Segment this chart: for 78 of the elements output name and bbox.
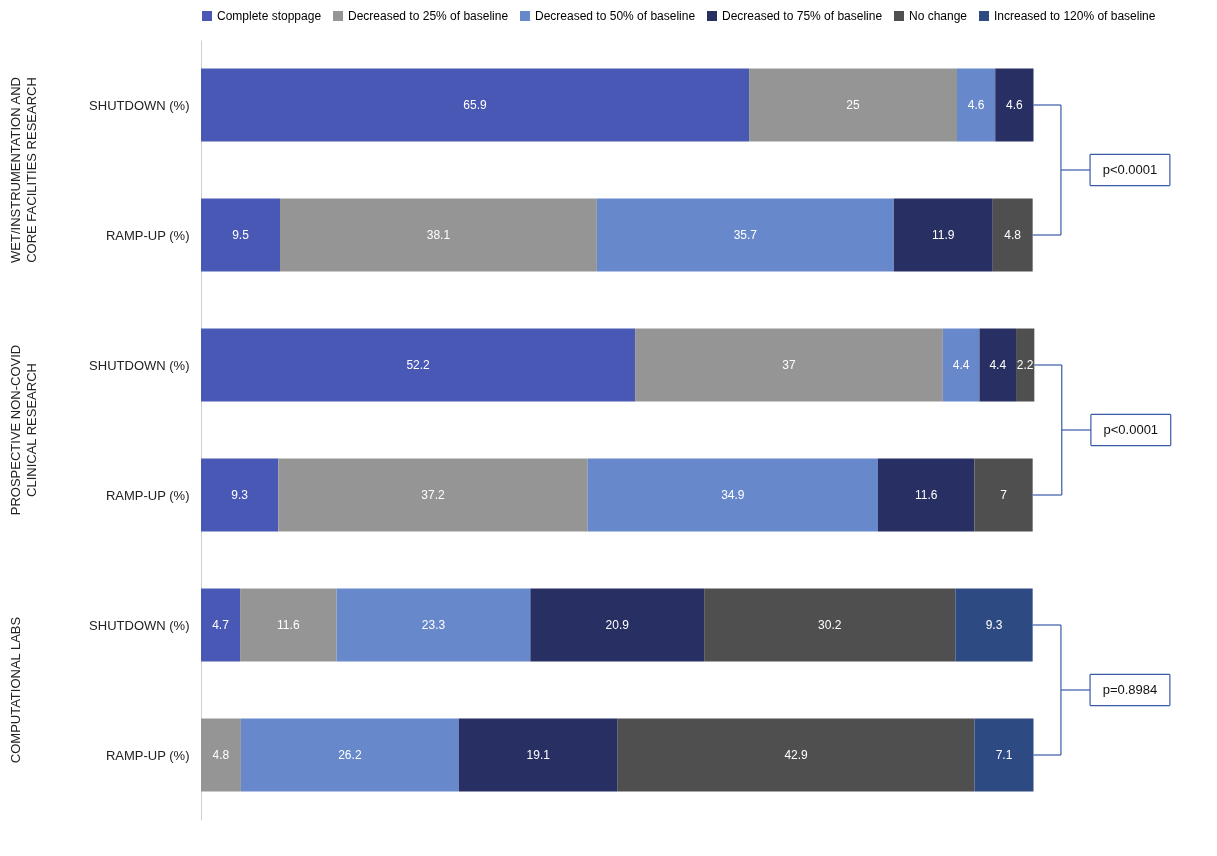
bar xyxy=(240,718,459,792)
data-label: 9.3 xyxy=(231,488,249,502)
data-label: 37.2 xyxy=(421,488,446,502)
legend-label: Increased to 120% of baseline xyxy=(994,9,1156,23)
y-tick-label: RAMP-UP (%) xyxy=(105,747,190,763)
data-label: 37 xyxy=(782,358,796,372)
data-label: 38.1 xyxy=(426,228,451,242)
legend-label: Decreased to 75% of baseline xyxy=(722,9,883,23)
bar xyxy=(278,458,588,532)
y-tick-label: SHUTDOWN (%) xyxy=(89,97,190,113)
data-label: 4.6 xyxy=(967,98,985,112)
text: PROSPECTIVE NON-COVID CLINICAL RESEARCH xyxy=(8,344,39,516)
text: COMPUTATIONAL LABS xyxy=(8,616,23,764)
text: p<0.0001 xyxy=(1102,162,1158,177)
data-label: 9.3 xyxy=(985,618,1003,632)
bar xyxy=(955,588,1033,662)
bar xyxy=(240,588,337,662)
data-label: 52.2 xyxy=(406,358,431,372)
bar xyxy=(280,198,597,272)
bar xyxy=(1016,328,1035,402)
data-label: 4.8 xyxy=(212,748,230,762)
legend-label: Complete stoppage xyxy=(217,9,322,23)
bar xyxy=(877,458,975,532)
y-tick-label: SHUTDOWN (%) xyxy=(89,617,190,633)
legend-label: No change xyxy=(909,9,968,23)
y-tick-label: SHUTDOWN (%) xyxy=(89,357,190,373)
data-label: 34.9 xyxy=(721,488,745,502)
data-label: 9.5 xyxy=(232,228,250,242)
data-label: 65.9 xyxy=(463,98,488,112)
legend-label: Decreased to 25% of baseline xyxy=(348,9,509,23)
bar xyxy=(979,328,1017,402)
bar xyxy=(336,588,531,662)
data-label: 20.9 xyxy=(605,618,630,632)
text: p=0.8984 xyxy=(1102,682,1158,697)
data-label: 35.7 xyxy=(733,228,758,242)
bar xyxy=(992,198,1033,272)
data-label: 2.2 xyxy=(1016,358,1034,372)
data-label: 7.1 xyxy=(995,748,1013,762)
data-label: 4.4 xyxy=(952,358,970,372)
data-label: 11.6 xyxy=(277,618,300,632)
bar xyxy=(893,198,993,272)
data-label: 4.7 xyxy=(212,618,230,632)
data-label: 4.6 xyxy=(1006,98,1024,112)
y-tick-label: RAMP-UP (%) xyxy=(105,487,190,503)
bar xyxy=(201,458,279,532)
bar xyxy=(704,588,956,662)
data-label: 11.6 xyxy=(914,488,938,502)
bar xyxy=(995,68,1034,142)
bar xyxy=(617,718,975,792)
data-label: 19.1 xyxy=(526,748,551,762)
bar xyxy=(942,328,980,402)
bar xyxy=(458,718,618,792)
legend-label: Decreased to 50% of baseline xyxy=(535,9,696,23)
data-label: 23.3 xyxy=(421,618,446,632)
data-label: 11.9 xyxy=(932,228,955,242)
data-label: 42.9 xyxy=(784,748,809,762)
bar xyxy=(201,328,636,402)
bar xyxy=(201,198,281,272)
data-label: 4.4 xyxy=(989,358,1007,372)
y-tick-label: RAMP-UP (%) xyxy=(105,227,190,243)
bar xyxy=(201,718,241,792)
bar xyxy=(201,588,241,662)
data-label: 26.2 xyxy=(338,748,362,762)
bar xyxy=(587,458,878,532)
bar xyxy=(596,198,894,272)
data-label: 7 xyxy=(1000,488,1008,502)
data-label: 25 xyxy=(846,98,861,112)
text: WET/INSTRUMENTATION AND CORE FACILITIES RESEARCH xyxy=(8,77,39,263)
bar xyxy=(201,68,750,142)
bar xyxy=(749,68,957,142)
data-label: 4.8 xyxy=(1004,228,1022,242)
text: p<0.0001 xyxy=(1103,422,1159,437)
bar xyxy=(635,328,943,402)
bar xyxy=(956,68,996,142)
bar xyxy=(974,718,1034,792)
data-label: 30.2 xyxy=(818,618,842,632)
bar xyxy=(974,458,1033,532)
bar xyxy=(530,588,705,662)
